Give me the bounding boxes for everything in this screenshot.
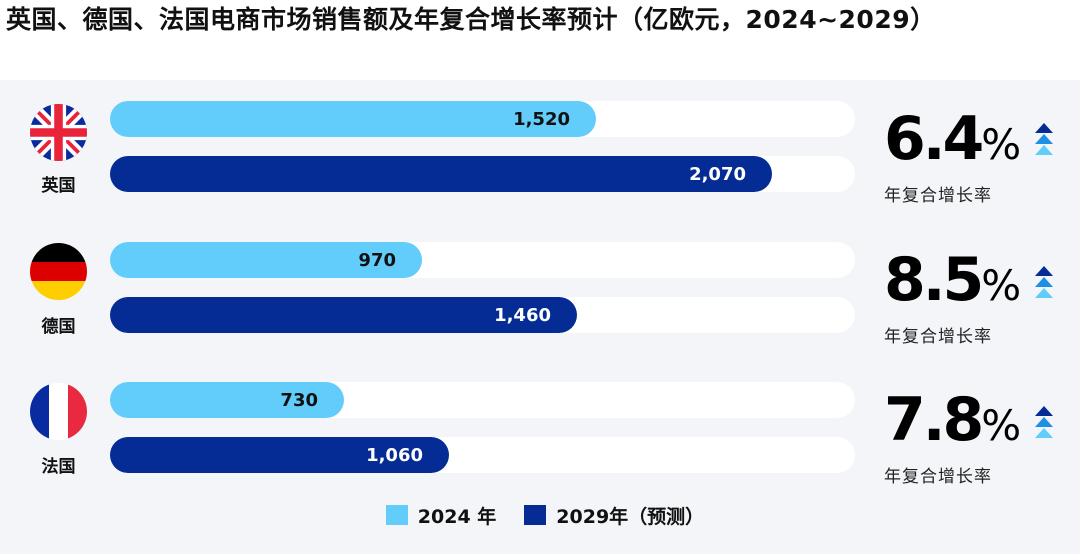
cagr-block: 7.8% 年复合增长率 xyxy=(884,390,1074,487)
chart-legend: 2024 年 2029年（预测） xyxy=(0,500,1080,530)
bar-2029: 2,070 xyxy=(110,156,772,192)
cagr-block: 8.5% 年复合增长率 xyxy=(884,250,1074,347)
bar-2029: 1,460 xyxy=(110,297,577,333)
cagr-label: 年复合增长率 xyxy=(884,186,992,206)
bar-2024: 1,520 xyxy=(110,101,596,137)
bar-2024: 970 xyxy=(110,242,422,278)
bar-value: 1,060 xyxy=(366,444,423,466)
growth-arrows-icon xyxy=(1034,121,1054,157)
cagr-value: 6.4% xyxy=(884,104,1022,174)
bar-value: 2,070 xyxy=(689,163,746,185)
legend-label: 2024 年 xyxy=(417,505,497,528)
bar-2029: 1,060 xyxy=(110,437,449,473)
germany-flag-icon xyxy=(30,243,87,300)
bar-value: 970 xyxy=(358,249,396,271)
legend-item-2029: 2029年（预测） xyxy=(524,502,704,529)
bar-track-2024: 1,520 xyxy=(110,101,855,137)
cagr-block: 6.4% 年复合增长率 xyxy=(884,109,1074,206)
cagr-label: 年复合增长率 xyxy=(884,467,992,487)
country-label: 德国 xyxy=(41,317,76,337)
bar-2024: 730 xyxy=(110,382,344,418)
country-label: 英国 xyxy=(41,176,76,196)
legend-swatch-2024 xyxy=(385,505,408,525)
cagr-label: 年复合增长率 xyxy=(884,327,992,347)
bar-track-2024: 730 xyxy=(110,382,855,418)
country-row-germany: 德国 970 1,460 8.5% 年复合增长率 xyxy=(0,242,1080,347)
country-row-france: 法国 730 1,060 7.8% 年复合增长率 xyxy=(0,382,1080,487)
bar-value: 1,520 xyxy=(513,108,570,130)
bar-track-2029: 1,060 xyxy=(110,437,855,473)
cagr-value: 8.5% xyxy=(884,245,1022,315)
bar-track-2029: 1,460 xyxy=(110,297,855,333)
bar-value: 730 xyxy=(280,389,318,411)
growth-arrows-icon xyxy=(1034,264,1054,300)
legend-swatch-2029 xyxy=(524,505,547,525)
bar-value: 1,460 xyxy=(494,304,551,326)
chart-title: 英国、德国、法国电商市场销售额及年复合增长率预计（亿欧元，2024~2029） xyxy=(6,5,936,34)
bar-track-2024: 970 xyxy=(110,242,855,278)
growth-arrows-icon xyxy=(1034,404,1054,440)
legend-label: 2029年（预测） xyxy=(556,505,705,528)
france-flag-icon xyxy=(30,383,87,440)
legend-item-2024: 2024 年 xyxy=(385,502,497,529)
uk-flag-icon xyxy=(30,104,87,161)
bar-track-2029: 2,070 xyxy=(110,156,855,192)
cagr-value: 7.8% xyxy=(884,385,1022,455)
country-label: 法国 xyxy=(41,457,76,477)
country-row-uk: 英国 1,520 2,070 6.4% 年复合增长率 xyxy=(0,101,1080,206)
